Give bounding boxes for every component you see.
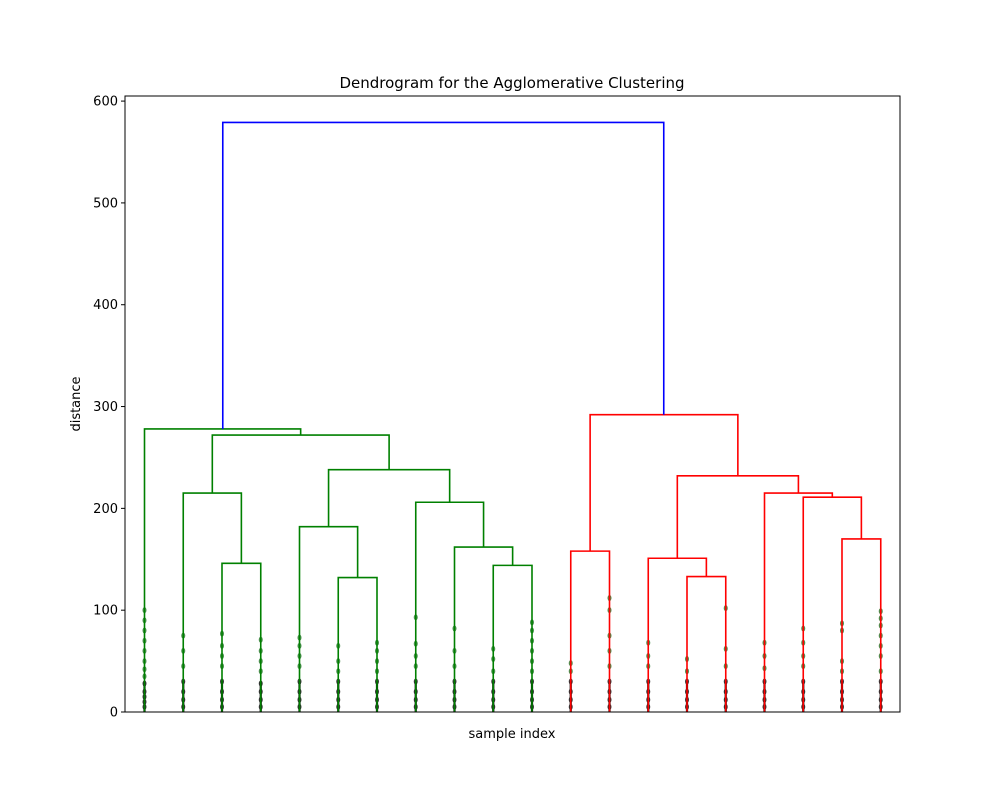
y-tick-label: 300 (93, 400, 118, 415)
x-axis-label: sample index (469, 727, 556, 742)
y-tick-label: 200 (93, 502, 118, 517)
chart-title: Dendrogram for the Agglomerative Cluster… (339, 74, 684, 92)
plot-area (125, 96, 900, 712)
dendrogram-link (211, 434, 390, 494)
dendrogram-link (492, 564, 533, 712)
dendrogram-link (327, 468, 451, 527)
dendrogram-link (686, 575, 727, 712)
dendrogram-link (221, 121, 665, 429)
dendrogram-link (802, 496, 863, 712)
leaf-10 (491, 645, 496, 712)
dendrogram-link (647, 557, 708, 712)
dendrogram-links (143, 121, 882, 712)
y-tick-label: 100 (93, 604, 118, 619)
dendrogram-link (676, 474, 800, 559)
dendrogram-link (182, 492, 243, 712)
dendrogram-link (414, 501, 485, 712)
dendrogram-link (453, 546, 514, 712)
y-tick-label: 500 (93, 196, 118, 211)
dendrogram-link (589, 413, 739, 552)
dendrogram-link (763, 492, 834, 712)
y-axis-label: distance (69, 376, 84, 431)
dendrogram-link (298, 525, 359, 712)
y-tick-label: 600 (93, 95, 118, 110)
y-axis-ticks: 0 100 200 300 400 500 600 (93, 95, 125, 721)
y-tick-label: 0 (110, 706, 118, 721)
plot-frame (124, 95, 901, 713)
leaf-14 (646, 639, 651, 712)
y-tick-label: 400 (93, 298, 118, 313)
